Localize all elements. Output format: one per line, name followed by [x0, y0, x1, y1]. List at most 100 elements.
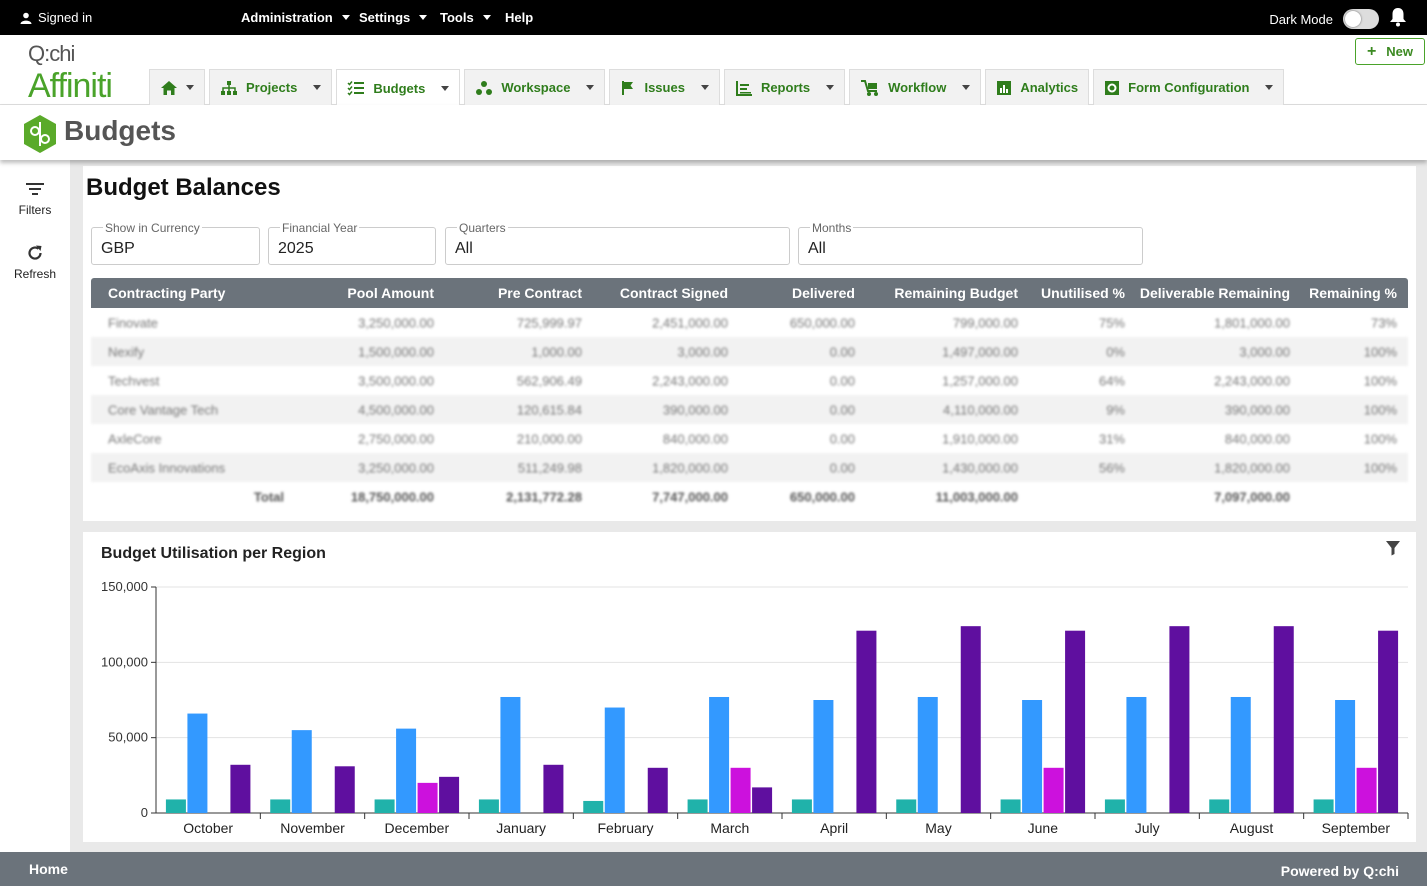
x-tick-label: December: [385, 820, 450, 836]
new-button[interactable]: + New: [1355, 38, 1425, 65]
x-tick-label: June: [1028, 820, 1059, 836]
column-header[interactable]: Remaining Budget: [894, 285, 1018, 301]
table-cell: 0.00: [829, 431, 855, 446]
tab-projects-label: Projects: [246, 80, 298, 95]
main-tabs: Projects Budgets Workspace Issues Report…: [149, 69, 1285, 106]
tab-workspace[interactable]: Workspace: [464, 69, 606, 105]
chart-bar: [543, 764, 564, 813]
signed-in-indicator[interactable]: Signed in: [20, 10, 92, 25]
y-tick-label: 50,000: [108, 730, 148, 745]
table-cell: 3,000.00: [1239, 344, 1290, 359]
table-cell: 120,615.84: [516, 402, 582, 417]
flag-icon: [622, 80, 634, 95]
tab-workflow[interactable]: Workflow: [849, 69, 982, 105]
table-row[interactable]: AxleCore 2,750,000.00 210,000.00 840,000.00…: [91, 424, 1408, 453]
dots-cluster-icon: [476, 80, 493, 95]
home-icon: [161, 80, 177, 95]
table-cell: 18,750,000.00: [350, 489, 434, 504]
column-header[interactable]: Contracting Party: [108, 285, 226, 301]
table-row[interactable]: Finovate 3,250,000.00 725,999.97 2,451,000.…: [91, 308, 1408, 337]
quarters-label: Quarters: [457, 221, 508, 235]
table-row[interactable]: Nexify 1,500,000.00 1,000.00 3,000.00 0.00 1,…: [91, 337, 1408, 366]
bell-icon[interactable]: [1389, 7, 1407, 27]
x-tick-label: May: [925, 820, 951, 836]
financial-year-label: Financial Year: [280, 221, 360, 235]
chevron-down-icon: [826, 85, 835, 90]
top-bar: Signed in Administration Settings Tools …: [0, 0, 1427, 35]
tab-reports-label: Reports: [760, 80, 811, 95]
chart-bar: [687, 799, 708, 813]
table-cell: 511,249.98: [517, 460, 582, 475]
chart-bar: [1126, 696, 1147, 813]
financial-year-select[interactable]: Financial Year 2025: [268, 221, 436, 265]
table-cell: 2,451,000.00: [652, 315, 728, 330]
chart-bar: [1022, 700, 1043, 813]
menu-administration-label: Administration: [241, 10, 333, 25]
table-cell: 2,243,000.00: [1214, 373, 1290, 388]
budget-hexagon-icon: [24, 115, 56, 153]
table-cell: 9%: [1106, 402, 1125, 417]
tab-projects[interactable]: Projects: [209, 69, 333, 105]
x-tick-label: April: [820, 820, 848, 836]
chart-bar: [165, 799, 186, 813]
chart-bar: [730, 767, 751, 813]
tab-budgets[interactable]: Budgets: [336, 69, 461, 106]
column-header[interactable]: Delivered: [791, 285, 855, 301]
menu-settings[interactable]: Settings: [359, 10, 428, 25]
tab-analytics[interactable]: Analytics: [985, 69, 1090, 105]
table-cell: 840,000.00: [662, 431, 728, 446]
chevron-down-icon: [962, 85, 971, 90]
table-cell: 0.00: [829, 373, 855, 388]
chart-bar: [1335, 700, 1356, 813]
y-tick-label: 100,000: [101, 654, 148, 669]
tab-form-configuration[interactable]: Form Configuration: [1093, 69, 1285, 105]
x-tick-label: January: [496, 820, 546, 836]
table-cell: 2,243,000.00: [652, 373, 728, 388]
form-config-icon: [1105, 80, 1120, 95]
column-header[interactable]: Contract Signed: [619, 285, 728, 301]
menu-tools[interactable]: Tools: [440, 10, 491, 25]
table-cell: Finovate: [108, 315, 158, 330]
tab-issues[interactable]: Issues: [609, 69, 720, 105]
column-header[interactable]: Unutilised %: [1040, 285, 1125, 301]
column-header[interactable]: Remaining %: [1309, 285, 1397, 301]
table-cell: 390,000.00: [662, 402, 728, 417]
refresh-button[interactable]: Refresh: [0, 244, 70, 281]
side-rail: Filters Refresh: [0, 160, 70, 852]
quarters-select[interactable]: Quarters All: [445, 221, 790, 265]
x-tick-label: February: [597, 820, 653, 836]
analytics-icon: [997, 80, 1012, 95]
chart-title: Budget Utilisation per Region: [101, 545, 326, 562]
table-cell: 100%: [1363, 402, 1397, 417]
table-cell: 1,257,000.00: [942, 373, 1018, 388]
chart-bar: [1065, 630, 1086, 813]
footer-home-link[interactable]: Home: [29, 861, 68, 877]
chevron-down-icon: [341, 15, 350, 20]
footer: Home Powered by Q:chi: [0, 852, 1427, 886]
menu-help[interactable]: Help: [505, 10, 533, 25]
dark-mode-toggle[interactable]: [1343, 9, 1379, 29]
table-total-row: Total 18,750,000.00 2,131,772.28 7,747,000.…: [91, 482, 1408, 511]
x-tick-label: March: [710, 820, 749, 836]
chart-bar: [1273, 626, 1294, 813]
column-header[interactable]: Deliverable Remaining: [1139, 285, 1290, 301]
chart-bar: [813, 700, 834, 813]
tab-reports[interactable]: Reports: [723, 69, 846, 105]
table-cell: 2,131,772.28: [506, 489, 582, 504]
tab-workflow-label: Workflow: [888, 80, 947, 95]
table-cell: 100%: [1363, 344, 1397, 359]
table-row[interactable]: EcoAxis Innovations 3,250,000.00 511,249.9…: [91, 453, 1408, 482]
currency-select[interactable]: Show in Currency GBP: [91, 221, 260, 265]
months-select[interactable]: Months All: [798, 221, 1143, 265]
column-header[interactable]: Pool Amount: [347, 285, 434, 301]
chevron-down-icon: [1265, 85, 1274, 90]
menu-administration[interactable]: Administration: [241, 10, 350, 25]
tab-home[interactable]: [149, 69, 205, 105]
column-header[interactable]: Pre Contract: [497, 285, 582, 301]
chart-bar: [1209, 799, 1230, 813]
table-header: Contracting Party Pool Amount Pre Contract…: [91, 278, 1408, 308]
filters-button[interactable]: Filters: [0, 182, 70, 217]
table-row[interactable]: Core Vantage Tech 4,500,000.00 120,615.84 3…: [91, 395, 1408, 424]
funnel-filter-icon[interactable]: [1385, 540, 1401, 556]
table-row[interactable]: Techvest 3,500,000.00 562,906.49 2,243,000.…: [91, 366, 1408, 395]
